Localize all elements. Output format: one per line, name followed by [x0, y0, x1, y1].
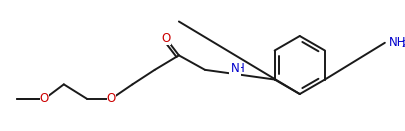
Text: H: H — [235, 62, 243, 75]
Text: O: O — [161, 32, 171, 45]
Text: 2: 2 — [400, 40, 405, 49]
Text: O: O — [107, 92, 115, 105]
Text: N: N — [230, 62, 239, 75]
Text: O: O — [40, 92, 49, 105]
Text: NH: NH — [388, 36, 405, 49]
